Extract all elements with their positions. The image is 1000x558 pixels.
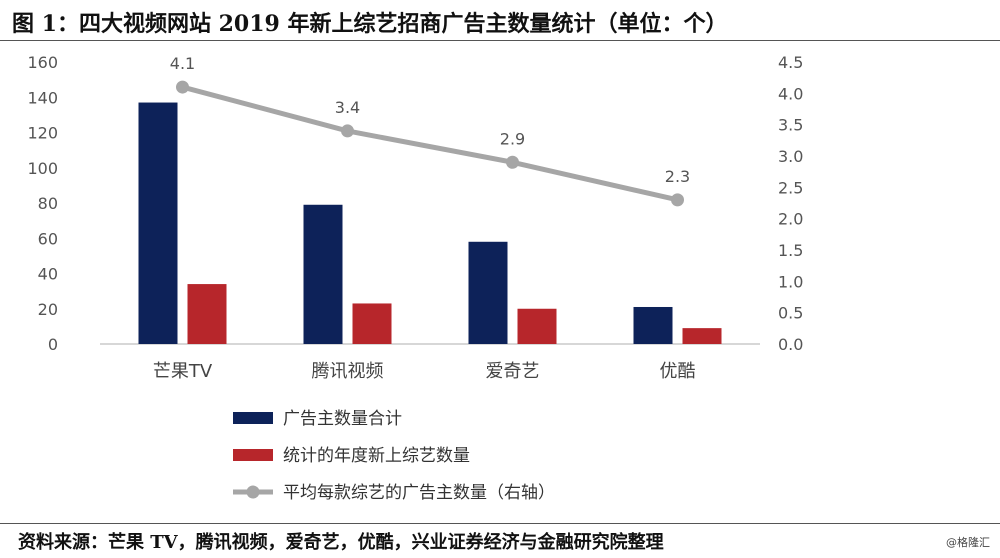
left-axis-tick-label: 40 [38, 265, 58, 284]
left-axis-tick-label: 100 [27, 159, 58, 178]
avg-advertisers-data-label: 2.9 [500, 129, 525, 148]
chart: 0 20 40 60 80 100 120 140 160 0.0 0.5 1.0 1.5 2.0 2.5 3… [27, 53, 803, 503]
figure-title: 图 1：四大视频网站 2019 年新上综艺招商广告主数量统计（单位：个） [12, 11, 728, 37]
right-axis-tick-label: 3.0 [778, 147, 803, 166]
left-axis-tick-label: 160 [27, 53, 58, 72]
avg-advertisers-point [176, 80, 189, 94]
left-axis-tick-label: 120 [27, 124, 58, 143]
category-label: 优酷 [660, 361, 696, 382]
bar-advertiser-total [633, 306, 673, 344]
right-axis-tick-label: 2.0 [778, 210, 803, 229]
bar-new-shows [682, 328, 722, 344]
left-axis-tick-label: 20 [38, 300, 58, 319]
category-label: 爱奇艺 [486, 361, 540, 382]
category-label: 芒果TV [153, 361, 213, 382]
avg-advertisers-point [671, 193, 684, 207]
avg-advertisers-point [341, 124, 354, 138]
bar-advertiser-total [468, 241, 508, 344]
legend-label: 统计的年度新上综艺数量 [283, 446, 470, 466]
bar-advertiser-total [138, 102, 178, 344]
left-axis-tick-label: 60 [38, 229, 58, 248]
right-axis-tick-label: 2.5 [778, 178, 803, 197]
watermark: @格隆汇 [946, 536, 990, 549]
right-axis-tick-label: 3.5 [778, 116, 803, 135]
right-axis-tick-label: 0.0 [778, 335, 803, 354]
bar-advertiser-total [303, 204, 343, 344]
right-axis-tick-label: 1.5 [778, 241, 803, 260]
bar-new-shows [352, 303, 392, 344]
right-axis-tick-label: 0.5 [778, 304, 803, 323]
left-axis-tick-label: 140 [27, 88, 58, 107]
avg-advertisers-data-label: 3.4 [335, 98, 360, 117]
legend-swatch-advertiser-total [233, 412, 273, 424]
avg-advertisers-point [506, 155, 519, 169]
bar-new-shows [187, 284, 227, 344]
top-rule [0, 40, 1000, 41]
source-note: 资料来源：芒果 TV，腾讯视频，爱奇艺，优酷，兴业证券经济与金融研究院整理 [18, 532, 664, 553]
left-axis-tick-label: 0 [48, 335, 58, 354]
category-label: 腾讯视频 [312, 361, 384, 382]
avg-advertisers-data-label: 2.3 [665, 167, 690, 186]
legend-label: 广告主数量合计 [283, 409, 402, 429]
left-axis-tick-label: 80 [38, 194, 58, 213]
avg-advertisers-data-label: 4.1 [170, 54, 195, 73]
legend-label: 平均每款综艺的广告主数量（右轴） [283, 483, 555, 503]
bottom-rule [0, 523, 1000, 524]
legend-swatch-marker [246, 485, 260, 499]
right-axis-tick-label: 4.5 [778, 53, 803, 72]
legend-swatch-new-shows [233, 449, 273, 461]
right-axis-tick-label: 4.0 [778, 84, 803, 103]
avg-advertisers-line [181, 84, 679, 203]
right-axis-tick-label: 1.0 [778, 272, 803, 291]
bar-new-shows [517, 308, 557, 344]
